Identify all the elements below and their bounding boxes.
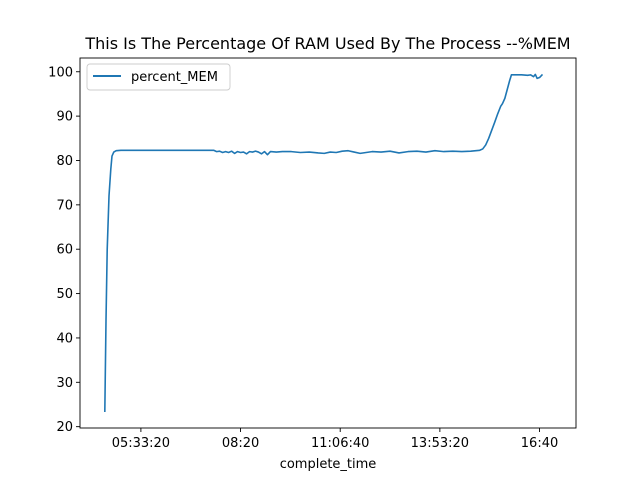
- x-axis: 05:33:20 08:20 11:06:40 13:53:20 16:40: [112, 428, 558, 451]
- legend: percent_MEM: [86, 63, 231, 91]
- y-axis: 20 30 40 50 60 70 80 90 100: [48, 65, 80, 435]
- x-tick-label: 05:33:20: [112, 436, 170, 451]
- y-tick-label: 30: [56, 376, 73, 391]
- y-tick-label: 100: [48, 65, 73, 80]
- x-tick-label: 16:40: [521, 436, 558, 451]
- y-tick-label: 40: [56, 331, 73, 346]
- y-tick-label: 20: [56, 420, 73, 435]
- y-tick-label: 80: [56, 154, 73, 169]
- series-layer: [104, 73, 544, 413]
- y-tick-label: 50: [56, 287, 73, 302]
- x-tick-label: 08:20: [222, 436, 259, 451]
- series-line-percent-mem: [104, 73, 544, 413]
- legend-frame: [86, 63, 231, 91]
- plot-area: [79, 57, 577, 429]
- y-tick-label: 60: [56, 243, 73, 258]
- x-tick-label: 13:53:20: [411, 436, 469, 451]
- chart-title: This Is The Percentage Of RAM Used By Th…: [84, 34, 570, 53]
- x-tick-label: 11:06:40: [311, 436, 369, 451]
- y-tick-label: 70: [56, 198, 73, 213]
- legend-entry-percent-mem: percent_MEM: [131, 70, 218, 85]
- y-tick-label: 90: [56, 110, 73, 125]
- x-axis-label: complete_time: [280, 457, 377, 472]
- plot-frame: [79, 57, 577, 429]
